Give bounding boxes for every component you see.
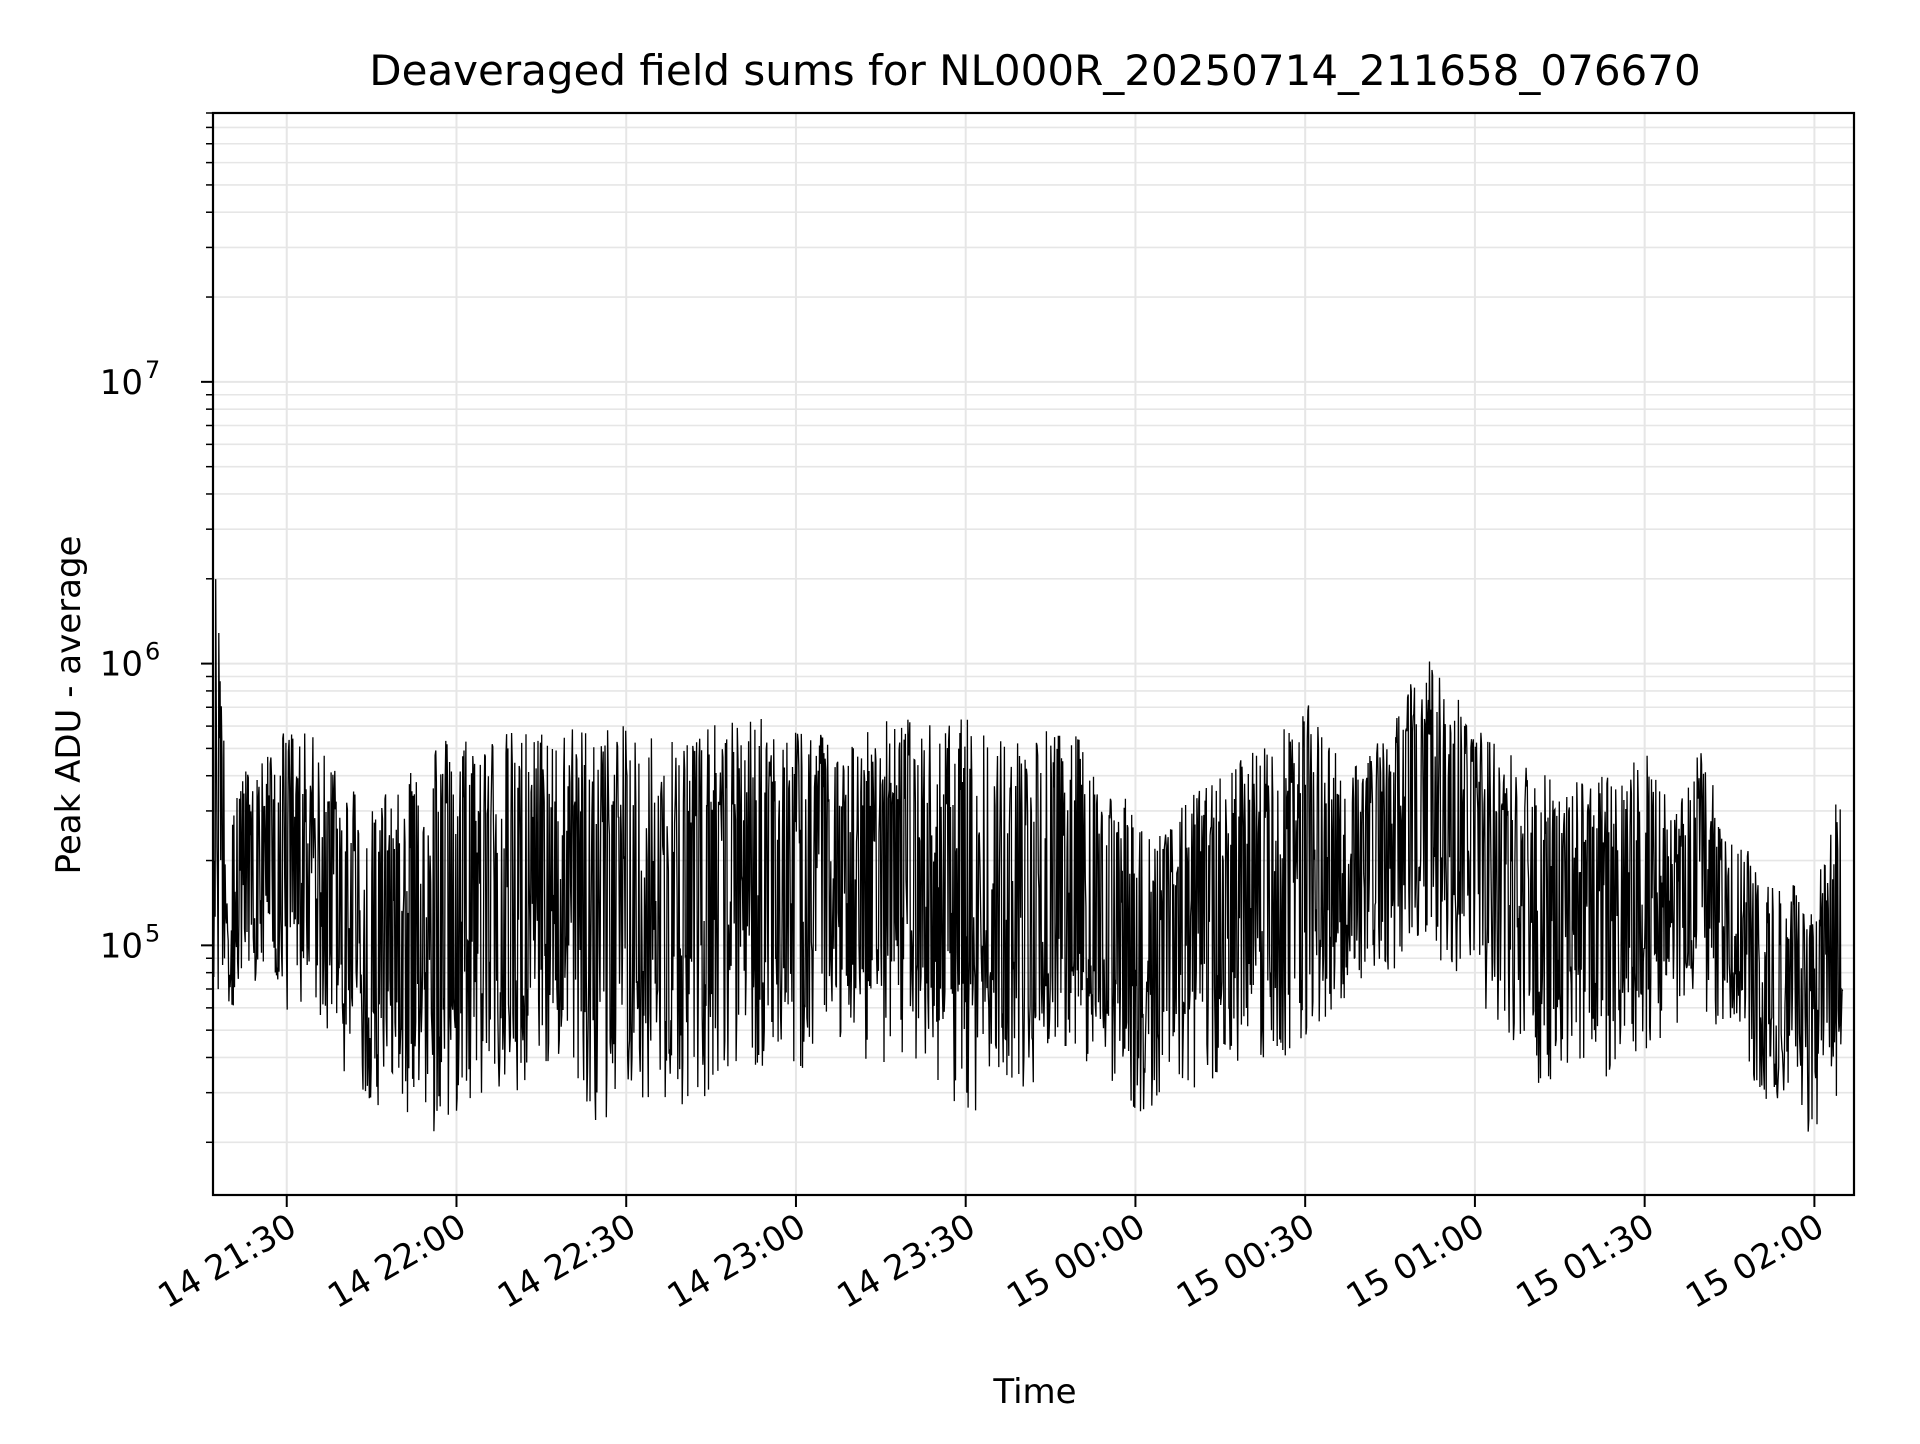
series-line — [212, 529, 1844, 1132]
y-tick-exponent: 6 — [145, 638, 160, 666]
y-tick-exponent: 5 — [145, 919, 160, 947]
y-tick-label: 10 — [100, 363, 143, 403]
y-tick-exponent: 7 — [145, 356, 160, 384]
plot-frame — [211, 111, 1856, 1197]
y-tick-label: 10 — [100, 645, 143, 685]
series-layer — [212, 529, 1844, 1132]
x-axis-label: Time — [992, 1372, 1076, 1412]
y-axis-label: Peak ADU - average — [49, 536, 89, 875]
chart-title: Deaveraged field sums for NL000R_2025071… — [369, 46, 1700, 95]
y-tick-label: 10 — [100, 926, 143, 966]
